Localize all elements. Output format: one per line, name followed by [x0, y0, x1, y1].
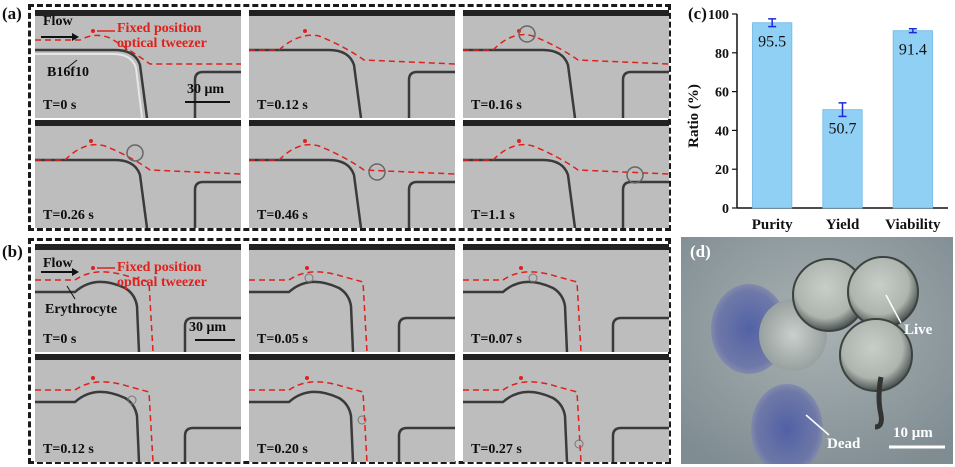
scale-label: 10 μm	[893, 425, 933, 441]
panel-b-frame-3: T=0.07 s	[463, 244, 669, 352]
panel-a-frame-6: T=1.1 s	[463, 120, 669, 228]
x-tick-label: Yield	[826, 217, 860, 233]
panel-b-frame-6: T=0.27 s	[463, 354, 669, 462]
tweezer-label: Fixed position optical tweezer	[117, 21, 207, 51]
live-label: Live	[904, 322, 933, 338]
cell-micrograph: Live Dead 10 μm	[681, 237, 953, 464]
scale-label: 30 μm	[189, 320, 227, 335]
x-tick-label: Purity	[752, 217, 793, 233]
time-label: T=0.12 s	[43, 442, 94, 457]
time-label: T=0.27 s	[471, 442, 522, 457]
bar	[752, 22, 793, 209]
flow-label: Flow	[43, 256, 73, 271]
flow-label: Flow	[43, 14, 73, 29]
time-label: T=0.26 s	[43, 208, 94, 223]
bar-chart-svg: Ratio (%) 0 20 40 60 80 100 95.5 Purity 50.7 Yiel…	[686, 8, 948, 233]
tweezer-label: Fixed position optical tweezer	[117, 260, 207, 290]
y-tick-label: 60	[715, 86, 729, 101]
y-tick-label: 80	[715, 47, 729, 62]
y-tick-label: 40	[715, 124, 729, 139]
panel-b-frame-2: T=0.05 s	[249, 244, 455, 352]
time-label: T=0.46 s	[257, 208, 308, 223]
dead-label: Dead	[827, 436, 861, 452]
time-label: T=0.20 s	[257, 442, 308, 457]
data-label: 91.4	[899, 42, 927, 59]
time-label: T=0.07 s	[471, 332, 522, 347]
y-axis-label: Ratio (%)	[686, 84, 702, 148]
bar	[892, 30, 933, 209]
time-label: T=0.16 s	[471, 98, 522, 113]
cell-label: B16f10	[47, 65, 89, 80]
scale-label: 30 μm	[187, 82, 225, 97]
data-label: 50.7	[829, 121, 857, 138]
panel-b-frame-4: T=0.12 s	[35, 354, 241, 462]
x-tick-label: Viability	[885, 217, 941, 233]
cell-label: Erythrocyte	[45, 302, 118, 317]
time-label: T=0 s	[43, 332, 77, 347]
panel-b-border	[28, 238, 671, 464]
data-label: 95.5	[758, 34, 786, 51]
time-label: T=0 s	[43, 98, 77, 113]
panel-a-border	[28, 4, 671, 231]
panel-a-frame-1: Flow Fixed position optical tweezer B16f1…	[35, 10, 241, 118]
bar	[822, 109, 863, 209]
panel-label-b: (b)	[2, 242, 23, 261]
panel-a-frame-2: T=0.12 s	[249, 10, 455, 118]
y-tick-label: 100	[708, 8, 729, 23]
time-label: T=0.05 s	[257, 332, 308, 347]
time-label: T=1.1 s	[471, 208, 515, 223]
bar-chart: Ratio (%) 0 20 40 60 80 100 95.5 Purity 50.7 Yiel…	[680, 4, 955, 237]
panel-b-frame-5: T=0.20 s	[249, 354, 455, 462]
panel-b-frame-1: Flow Fixed position optical tweezer Eryth…	[35, 244, 241, 352]
panel-label-d: (d)	[690, 242, 711, 261]
y-tick-label: 20	[715, 163, 729, 178]
panel-a-frame-3: T=0.16 s	[463, 10, 669, 118]
time-label: T=0.12 s	[257, 98, 308, 113]
panel-label-c: (c)	[688, 4, 707, 23]
y-tick-label: 0	[722, 202, 729, 217]
panel-a-frame-4: T=0.26 s	[35, 120, 241, 228]
panel-label-a: (a)	[2, 4, 22, 23]
panel-a-frame-5: T=0.46 s	[249, 120, 455, 228]
